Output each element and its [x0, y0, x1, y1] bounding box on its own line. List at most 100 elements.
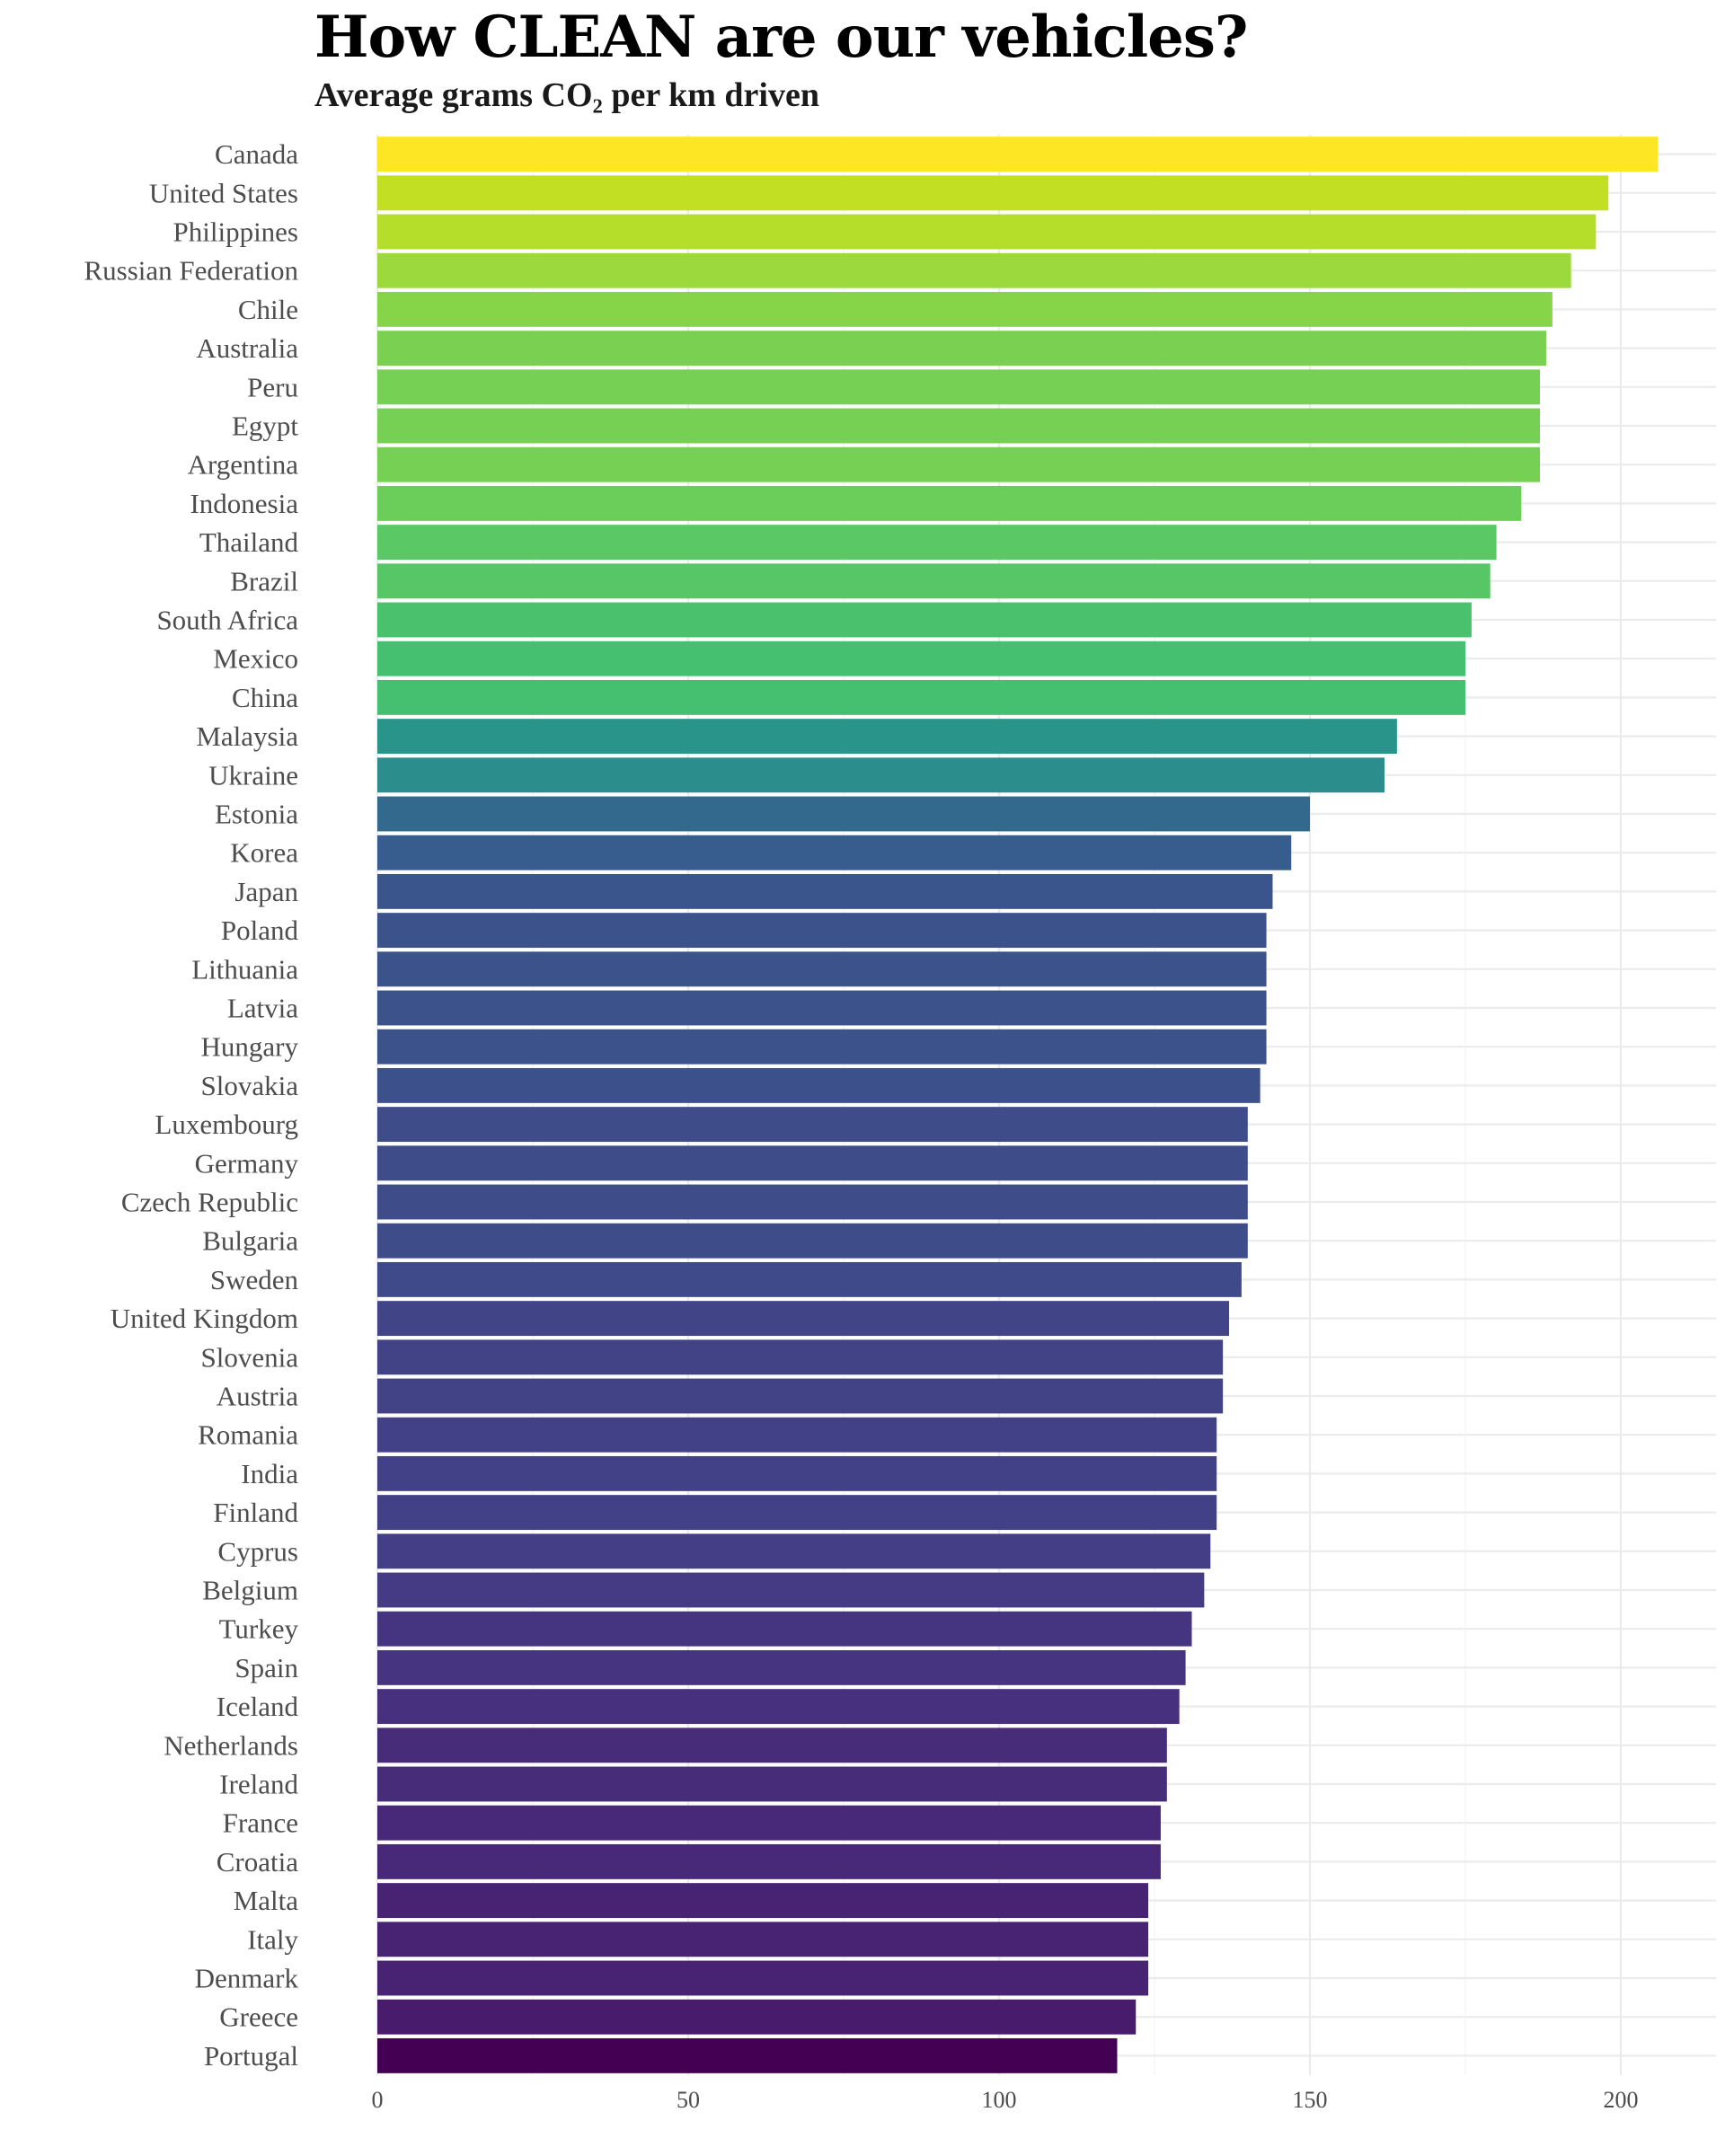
- category-label-poland: Poland: [221, 915, 299, 946]
- category-label-philippines: Philippines: [172, 216, 298, 248]
- bar-greece: [377, 1999, 1137, 2035]
- bar-latvia: [377, 990, 1267, 1026]
- category-label-estonia: Estonia: [215, 799, 298, 830]
- category-label-slovenia: Slovenia: [201, 1341, 299, 1373]
- category-label-japan: Japan: [234, 876, 298, 907]
- bar-finland: [377, 1495, 1217, 1531]
- category-label-latvia: Latvia: [227, 993, 298, 1024]
- category-label-iceland: Iceland: [217, 1691, 299, 1722]
- bar-japan: [377, 873, 1273, 909]
- bar-iceland: [377, 1689, 1180, 1725]
- bar-indonesia: [377, 485, 1522, 521]
- bar-lithuania: [377, 951, 1267, 987]
- bar-russian-federation: [377, 252, 1571, 288]
- category-label-canada: Canada: [215, 138, 298, 170]
- category-label-finland: Finland: [213, 1497, 298, 1528]
- category-label-india: India: [241, 1458, 298, 1489]
- bar-germany: [377, 1145, 1248, 1181]
- category-label-russian-federation: Russian Federation: [84, 255, 299, 287]
- x-tick-label-150: 150: [1293, 2087, 1328, 2113]
- bar-luxembourg: [377, 1107, 1248, 1143]
- category-label-united-kingdom: United Kingdom: [111, 1303, 298, 1334]
- category-label-netherlands: Netherlands: [164, 1729, 298, 1761]
- bar-canada: [377, 137, 1659, 172]
- bar-netherlands: [377, 1727, 1167, 1763]
- category-label-korea: Korea: [230, 837, 298, 869]
- bar-philippines: [377, 214, 1597, 250]
- bar-czech-republic: [377, 1184, 1248, 1220]
- category-label-australia: Australia: [196, 332, 298, 364]
- bar-spain: [377, 1649, 1186, 1685]
- category-labels: Canada United States Philippines Russian Fe…: [84, 138, 299, 2072]
- bar-cyprus: [377, 1533, 1211, 1569]
- category-label-austria: Austria: [217, 1381, 299, 1412]
- category-label-romania: Romania: [198, 1419, 298, 1451]
- category-label-portugal: Portugal: [204, 2040, 298, 2072]
- x-tick-label-50: 50: [677, 2087, 700, 2113]
- bars: [377, 137, 1659, 2073]
- bar-china: [377, 679, 1465, 715]
- chart-subtitle: Average grams CO₂ per km driven: [314, 76, 819, 114]
- bar-sweden: [377, 1261, 1242, 1297]
- category-label-belgium: Belgium: [202, 1575, 298, 1606]
- bar-brazil: [377, 563, 1491, 599]
- bar-slovakia: [377, 1067, 1261, 1103]
- category-label-germany: Germany: [195, 1147, 299, 1179]
- bar-australia: [377, 331, 1546, 367]
- bar-hungary: [377, 1029, 1267, 1065]
- category-label-france: France: [223, 1807, 298, 1839]
- bar-estonia: [377, 796, 1310, 832]
- category-label-turkey: Turkey: [219, 1613, 299, 1645]
- bar-austria: [377, 1378, 1224, 1414]
- category-label-greece: Greece: [219, 2001, 298, 2033]
- bar-united-states: [377, 175, 1609, 211]
- bar-denmark: [377, 1960, 1149, 1996]
- bar-ukraine: [377, 757, 1385, 793]
- category-label-sweden: Sweden: [210, 1264, 299, 1295]
- bar-bulgaria: [377, 1223, 1248, 1259]
- category-label-egypt: Egypt: [232, 411, 298, 442]
- bar-france: [377, 1805, 1161, 1841]
- category-label-south-africa: South Africa: [156, 605, 298, 636]
- x-axis-ticks: 0 50 100 150 200: [372, 2087, 1639, 2113]
- category-label-czech-republic: Czech Republic: [121, 1187, 298, 1218]
- bar-malta: [377, 1883, 1149, 1919]
- bar-peru: [377, 369, 1541, 405]
- category-label-china: China: [232, 682, 298, 713]
- category-label-hungary: Hungary: [201, 1031, 299, 1063]
- category-label-peru: Peru: [247, 371, 298, 402]
- category-label-slovakia: Slovakia: [201, 1070, 299, 1101]
- chart-title: How CLEAN are our vehicles?: [314, 4, 1248, 71]
- category-label-spain: Spain: [234, 1652, 298, 1683]
- bar-turkey: [377, 1611, 1192, 1647]
- category-label-united-states: United States: [149, 177, 298, 208]
- bar-chile: [377, 291, 1552, 327]
- category-label-croatia: Croatia: [217, 1846, 298, 1878]
- category-label-malta: Malta: [234, 1885, 299, 1916]
- x-tick-label-100: 100: [982, 2087, 1017, 2113]
- bar-mexico: [377, 641, 1465, 676]
- category-label-bulgaria: Bulgaria: [202, 1225, 298, 1257]
- category-label-chile: Chile: [238, 294, 298, 325]
- category-label-thailand: Thailand: [199, 526, 299, 558]
- category-label-argentina: Argentina: [188, 449, 299, 481]
- category-label-italy: Italy: [247, 1923, 298, 1955]
- bar-korea: [377, 835, 1292, 870]
- category-label-ireland: Ireland: [219, 1769, 298, 1800]
- bar-thailand: [377, 525, 1497, 561]
- category-label-denmark: Denmark: [195, 1963, 299, 1994]
- bar-slovenia: [377, 1339, 1224, 1375]
- category-label-brazil: Brazil: [230, 565, 298, 596]
- bar-belgium: [377, 1572, 1205, 1608]
- category-label-cyprus: Cyprus: [217, 1535, 298, 1567]
- bar-italy: [377, 1922, 1149, 1957]
- category-label-ukraine: Ukraine: [208, 759, 298, 791]
- bar-india: [377, 1455, 1217, 1491]
- x-tick-label-200: 200: [1604, 2087, 1639, 2113]
- bar-ireland: [377, 1766, 1167, 1802]
- bar-argentina: [377, 446, 1541, 482]
- category-label-mexico: Mexico: [213, 643, 298, 675]
- bar-egypt: [377, 408, 1541, 444]
- bar-malaysia: [377, 719, 1397, 755]
